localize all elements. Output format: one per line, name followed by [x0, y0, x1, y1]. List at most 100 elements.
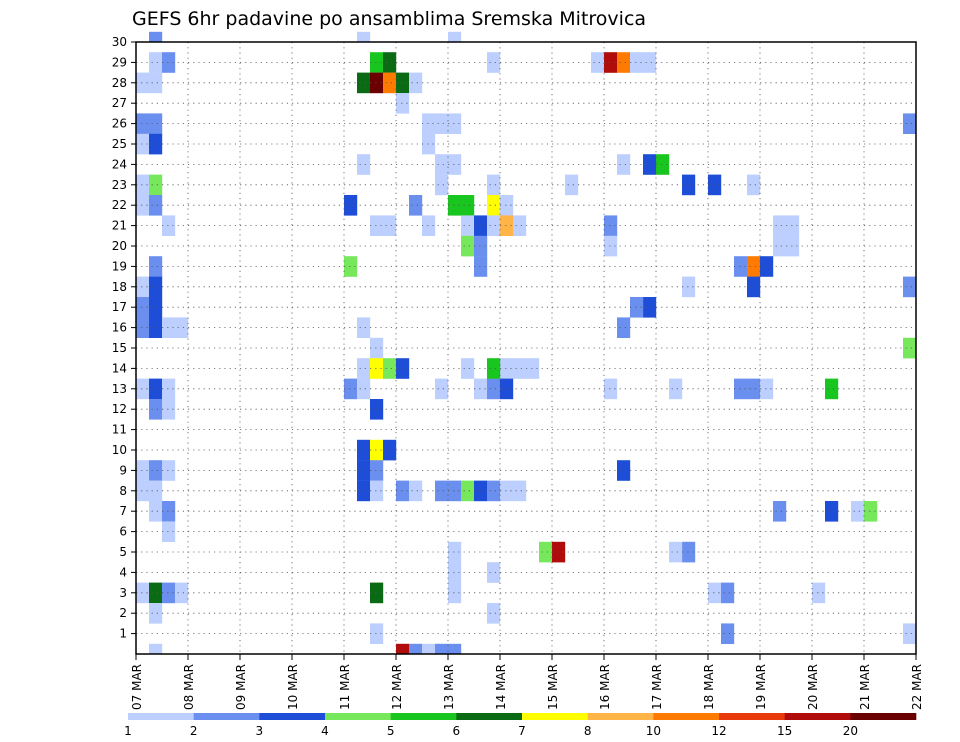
y-tick-label: 18 — [112, 280, 127, 294]
heatmap-cell — [487, 174, 501, 196]
heatmap-cell — [357, 154, 371, 175]
x-tick-label: 17 MAR — [650, 664, 664, 710]
heatmap-cell — [422, 133, 436, 155]
x-axis-ticks: 07 MAR 08 MAR 09 MAR 10 MAR 11 MAR 12 MAR 13 M… — [130, 654, 924, 710]
heatmap-cells — [136, 31, 917, 655]
heatmap-cell — [370, 399, 384, 420]
heatmap-cell — [149, 399, 163, 420]
y-tick-label: 9 — [119, 463, 127, 477]
heatmap-cell — [669, 378, 683, 400]
colorbar-swatch — [128, 713, 194, 720]
heatmap-cell — [149, 460, 163, 481]
heatmap-cell — [149, 195, 163, 216]
y-tick-label: 15 — [112, 341, 127, 355]
heatmap-cell — [630, 52, 644, 73]
heatmap-cell — [461, 358, 475, 379]
heatmap-cell — [409, 480, 423, 502]
heatmap-cell — [136, 276, 150, 298]
heatmap-cell — [812, 582, 826, 604]
heatmap-cell — [604, 52, 618, 73]
heatmap-cell — [149, 317, 163, 338]
heatmap-cell — [513, 215, 527, 236]
colorbar-swatch — [193, 713, 260, 720]
heatmap-cell — [149, 297, 163, 318]
y-tick-label: 5 — [119, 545, 127, 559]
x-tick-label: 14 MAR — [494, 664, 508, 710]
heatmap-cell — [162, 317, 176, 338]
heatmap-cell — [747, 256, 761, 277]
heatmap-cell — [643, 52, 657, 73]
heatmap-cell — [617, 317, 631, 338]
heatmap-cell — [149, 72, 163, 94]
heatmap-cell — [721, 582, 735, 604]
heatmap-cell — [500, 480, 514, 502]
heatmap-cell — [383, 72, 397, 94]
heatmap-cell — [396, 643, 410, 655]
heatmap-cell — [487, 562, 501, 583]
y-tick-label: 21 — [112, 219, 127, 233]
colorbar-swatch — [850, 713, 917, 720]
heatmap-cell — [370, 439, 384, 461]
heatmap-cell — [435, 480, 449, 502]
heatmap-cell — [721, 623, 735, 644]
heatmap-cell — [149, 133, 163, 155]
heatmap-cell — [396, 93, 410, 114]
heatmap-cell — [136, 72, 150, 94]
heatmap-cell — [617, 154, 631, 175]
heatmap-cell — [149, 256, 163, 277]
heatmap-cell — [149, 643, 163, 655]
heatmap-cell — [409, 72, 423, 94]
x-tick-label: 18 MAR — [702, 664, 716, 710]
heatmap-cell — [370, 72, 384, 94]
heatmap-cell — [760, 256, 774, 277]
heatmap-cell — [773, 235, 787, 257]
heatmap-cell — [604, 235, 618, 257]
heatmap-cell — [396, 72, 410, 94]
heatmap-cell — [149, 603, 163, 624]
x-tick-label: 21 MAR — [858, 664, 872, 710]
colorbar-swatch — [325, 713, 391, 720]
y-tick-label: 30 — [112, 35, 127, 49]
y-tick-label: 22 — [112, 198, 127, 212]
heatmap-cell — [656, 154, 670, 175]
heatmap-cell — [370, 460, 384, 481]
heatmap-cell — [357, 378, 371, 400]
colorbar-label: 4 — [321, 724, 329, 738]
heatmap-cell — [474, 235, 488, 257]
heatmap-cell — [136, 378, 150, 400]
heatmap-cell — [448, 541, 462, 563]
heatmap-cell — [617, 460, 631, 481]
heatmap-cell — [461, 480, 475, 502]
y-tick-label: 29 — [112, 55, 127, 69]
x-tick-label: 16 MAR — [598, 664, 612, 710]
heatmap-cell — [487, 603, 501, 624]
y-axis-ticks: 1234567891011121314151617181920212223242… — [112, 35, 136, 641]
heatmap-cell — [370, 215, 384, 236]
heatmap-cell — [500, 195, 514, 216]
heatmap-cell — [448, 31, 462, 43]
heatmap-cell — [422, 643, 436, 655]
colorbar-label: 8 — [584, 724, 592, 738]
colorbar-label: 20 — [843, 724, 858, 738]
heatmap-cell — [149, 480, 163, 502]
heatmap-cell — [383, 439, 397, 461]
heatmap-cell — [487, 480, 501, 502]
heatmap-cell — [851, 501, 865, 522]
colorbar-swatch — [719, 713, 785, 720]
heatmap-cell — [500, 215, 514, 236]
heatmap-cell — [474, 480, 488, 502]
heatmap-cell — [903, 337, 917, 359]
heatmap-cell — [474, 256, 488, 277]
colorbar-swatch — [587, 713, 654, 720]
heatmap-cell — [903, 623, 917, 644]
heatmap-cell — [136, 113, 150, 134]
heatmap-cell — [461, 215, 475, 236]
heatmap-cell — [513, 480, 527, 502]
heatmap-cell — [162, 582, 176, 604]
heatmap-cell — [773, 215, 787, 236]
y-tick-label: 23 — [112, 178, 127, 192]
heatmap-cell — [487, 215, 501, 236]
x-tick-label: 08 MAR — [182, 664, 196, 710]
x-tick-label: 09 MAR — [234, 664, 248, 710]
